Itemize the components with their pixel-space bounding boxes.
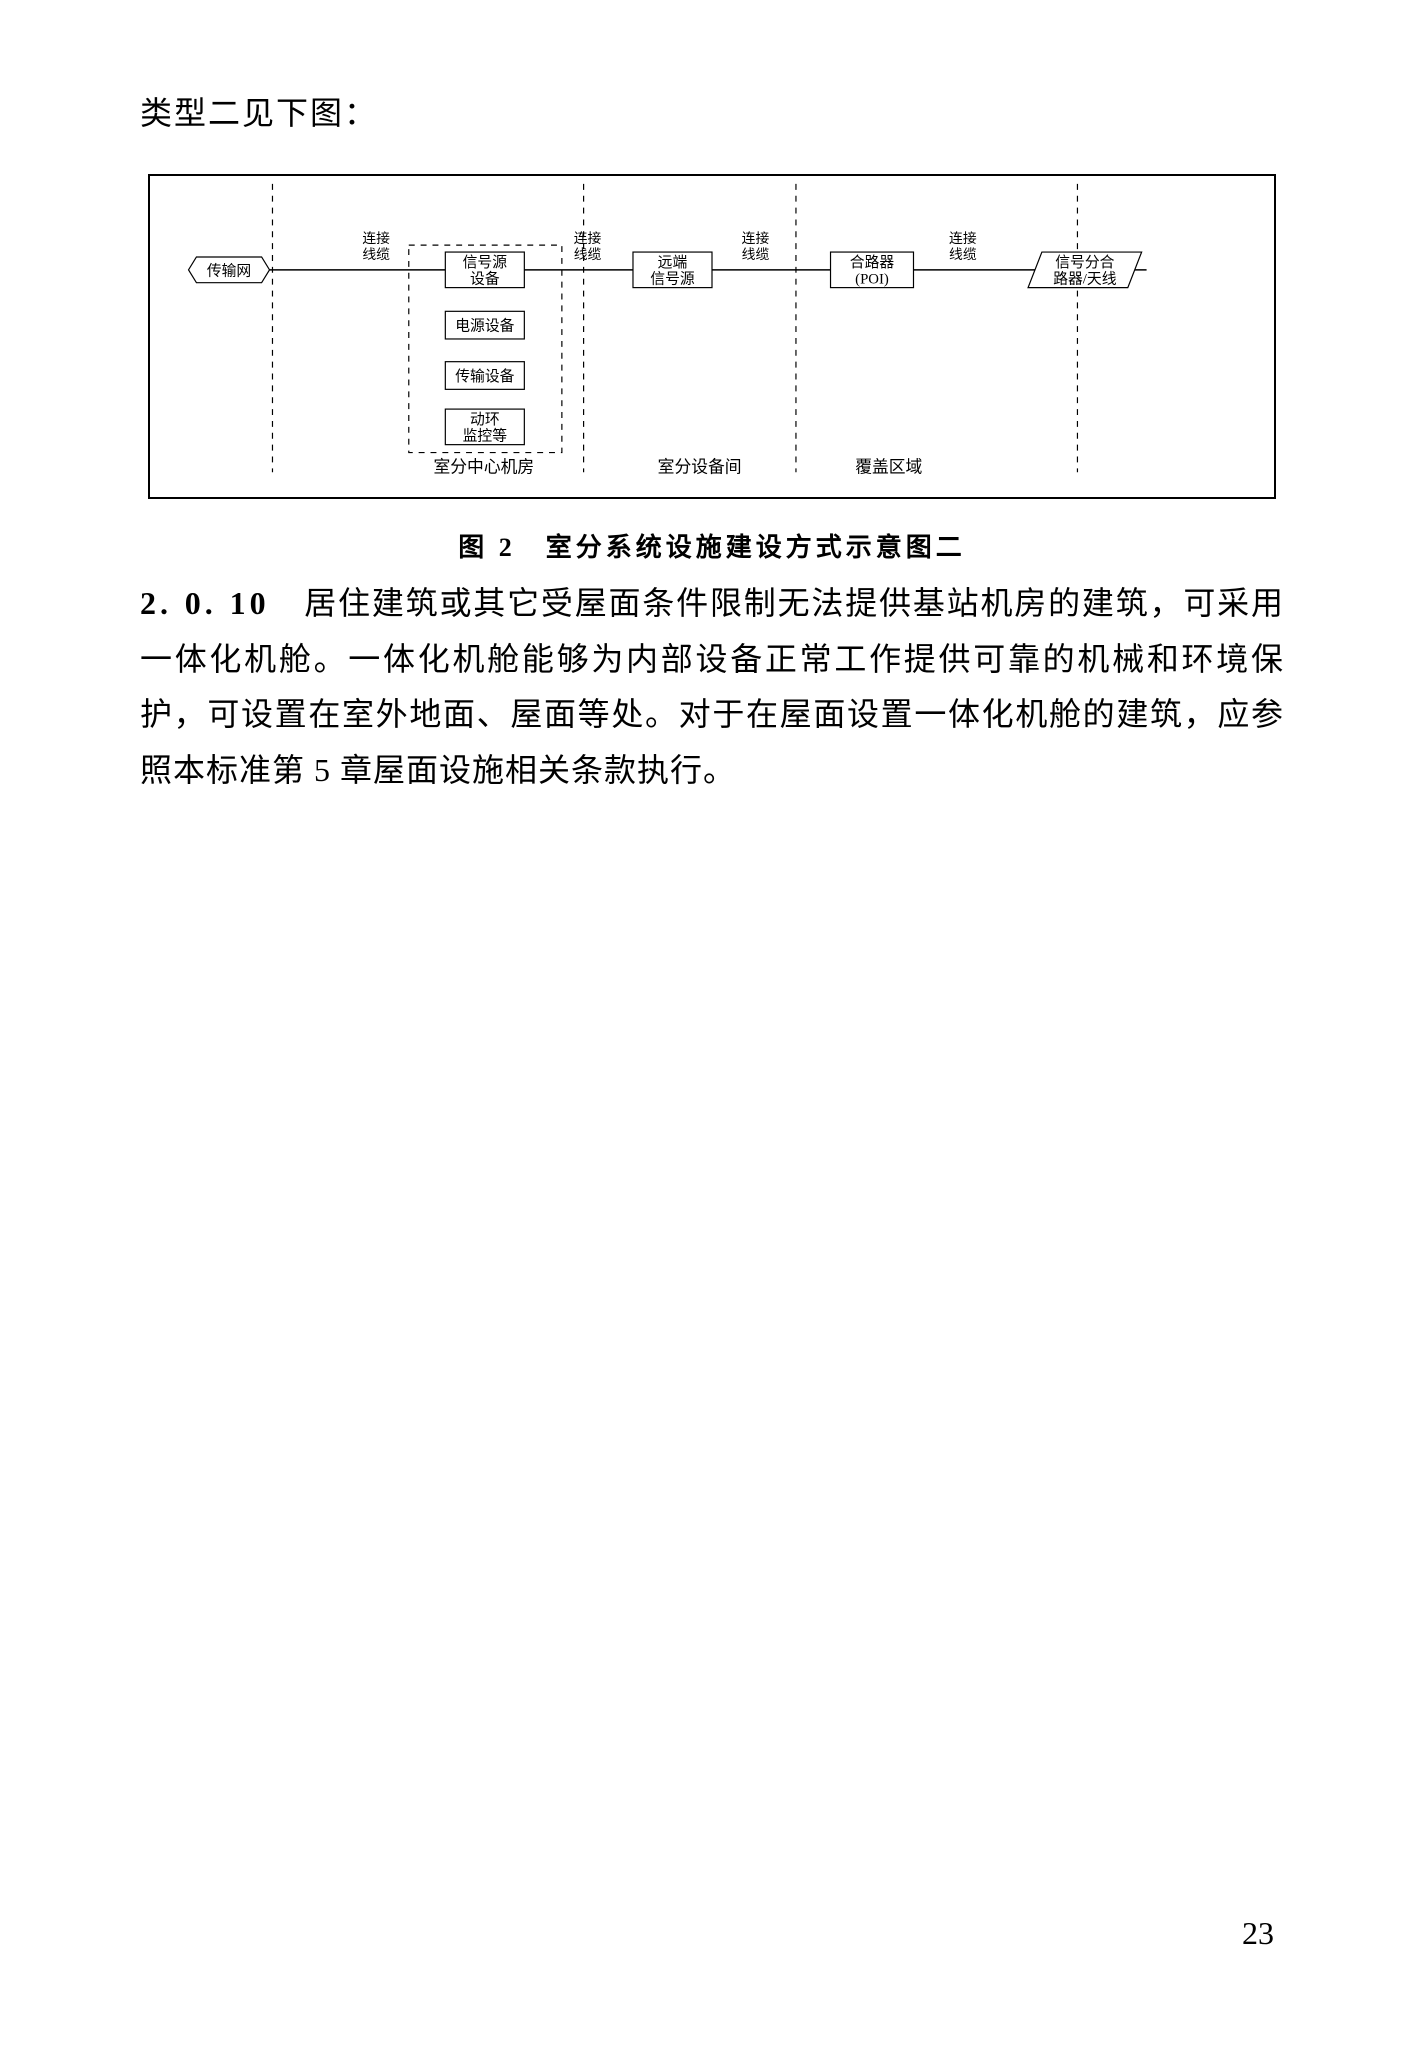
svg-text:电源设备: 电源设备 — [455, 318, 514, 335]
diagram: 传输网信号源设备电源设备传输设备动环监控等远端信号源合路器(POI)信号分合路器… — [148, 174, 1276, 499]
diagram-svg: 传输网信号源设备电源设备传输设备动环监控等远端信号源合路器(POI)信号分合路器… — [150, 176, 1274, 497]
svg-text:室分中心机房: 室分中心机房 — [433, 457, 534, 476]
intro-text: 类型二见下图： — [140, 88, 1284, 134]
svg-text:连接线缆: 连接线缆 — [949, 230, 977, 262]
section-number: 2. 0. 10 — [140, 585, 270, 621]
svg-text:覆盖区域: 覆盖区域 — [855, 457, 922, 476]
svg-text:传输设备: 传输设备 — [455, 368, 514, 385]
svg-text:合路器(POI): 合路器(POI) — [850, 254, 895, 288]
page-number: 23 — [1242, 1915, 1274, 1952]
svg-text:连接线缆: 连接线缆 — [362, 230, 390, 262]
svg-text:传输网: 传输网 — [207, 262, 251, 279]
figure-caption: 图 2 室分系统设施建设方式示意图二 — [140, 527, 1284, 564]
svg-text:室分设备间: 室分设备间 — [658, 457, 742, 476]
svg-text:信号分合路器/天线: 信号分合路器/天线 — [1053, 254, 1117, 288]
body-paragraph: 2. 0. 10 居住建筑或其它受屋面条件限制无法提供基站机房的建筑，可采用一体… — [140, 576, 1284, 799]
svg-text:连接线缆: 连接线缆 — [574, 230, 602, 262]
svg-text:连接线缆: 连接线缆 — [742, 230, 770, 262]
paragraph-text: 居住建筑或其它受屋面条件限制无法提供基站机房的建筑，可采用一体化机舱。一体化机舱… — [140, 585, 1284, 788]
